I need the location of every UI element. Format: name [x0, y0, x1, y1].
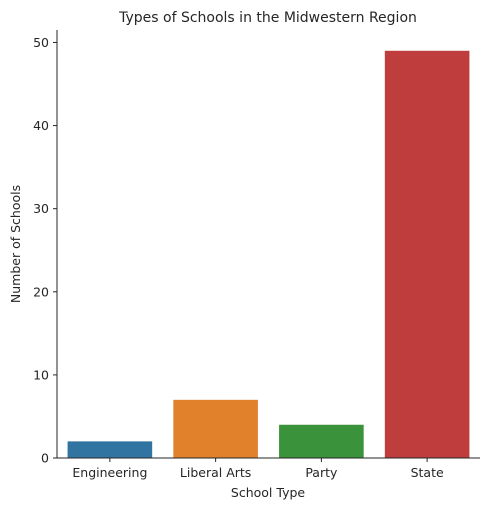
bar-party — [279, 424, 364, 458]
y-tick-label: 10 — [33, 367, 49, 382]
y-tick-label: 30 — [33, 201, 49, 216]
x-axis-ticks: Engineering Liberal Arts Party State — [72, 458, 444, 480]
y-tick-label: 20 — [33, 284, 49, 299]
chart-title: Types of Schools in the Midwestern Regio… — [118, 10, 417, 26]
x-tick-label: State — [411, 465, 444, 480]
y-axis-label: Number of Schools — [8, 185, 23, 303]
x-axis-label: School Type — [231, 485, 305, 500]
y-axis-ticks: 0 10 20 30 40 50 — [33, 35, 57, 466]
bars-group — [67, 50, 470, 458]
bar-state — [384, 50, 470, 458]
bar-engineering — [67, 441, 153, 458]
y-tick-label: 50 — [33, 35, 49, 50]
y-tick-label: 0 — [41, 451, 49, 466]
x-tick-label: Liberal Arts — [180, 465, 251, 480]
y-tick-label: 40 — [33, 118, 49, 133]
x-tick-label: Engineering — [72, 465, 147, 480]
bar-liberal-arts — [173, 399, 258, 458]
x-tick-label: Party — [305, 465, 338, 480]
